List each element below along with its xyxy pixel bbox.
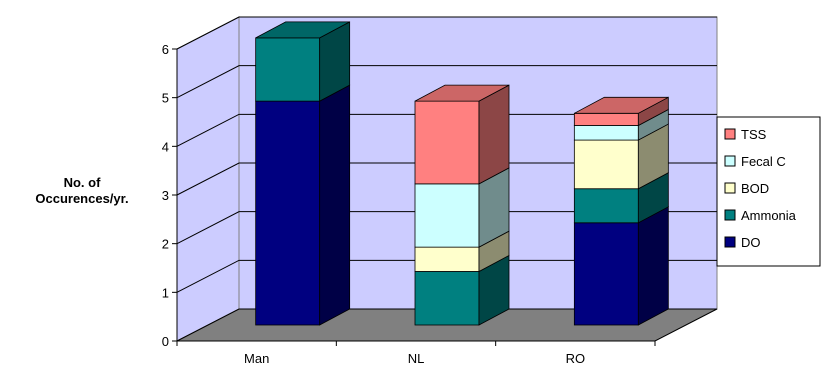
axes bbox=[172, 48, 656, 346]
bar-segment-side bbox=[478, 84, 510, 185]
legend-label: Fecal C bbox=[741, 154, 786, 169]
bar-segment-bod bbox=[573, 139, 639, 190]
x-tick-label: Man bbox=[244, 351, 269, 366]
y-tick-label: 3 bbox=[162, 188, 169, 203]
y-tick-label: 0 bbox=[162, 334, 169, 349]
legend-swatch bbox=[724, 182, 736, 194]
bar-top bbox=[255, 21, 350, 39]
y-tick-label: 5 bbox=[162, 91, 169, 106]
bar-segment-ammonia bbox=[255, 37, 321, 102]
legend-swatch bbox=[724, 128, 736, 140]
gridline bbox=[176, 259, 717, 293]
x-tick-label: RO bbox=[566, 351, 586, 366]
y-axis-label: No. of Occurences/yr. bbox=[35, 175, 128, 206]
bar-segment-ammonia bbox=[573, 188, 639, 224]
bar-segment-fecal-c bbox=[414, 183, 480, 248]
legend-label: TSS bbox=[741, 127, 767, 142]
y-tick-label: 1 bbox=[162, 285, 169, 300]
gridline bbox=[176, 211, 717, 245]
gridline bbox=[176, 113, 717, 147]
legend-label: Ammonia bbox=[741, 208, 797, 223]
y-tick-label: 2 bbox=[162, 237, 169, 252]
bar-segment-tss bbox=[573, 112, 639, 126]
bar-segment-fecal-c bbox=[573, 125, 639, 141]
legend-label: DO bbox=[741, 235, 761, 250]
bar-top bbox=[574, 96, 669, 114]
gridline bbox=[176, 162, 717, 196]
gridline bbox=[176, 16, 717, 50]
legend-label: BOD bbox=[741, 181, 769, 196]
legend-swatch bbox=[724, 209, 736, 221]
y-tick-label: 4 bbox=[162, 139, 169, 154]
legend-swatch bbox=[724, 155, 736, 167]
bars bbox=[255, 21, 669, 326]
bar-segment-bod bbox=[414, 246, 480, 272]
bar-segment-tss bbox=[414, 100, 480, 185]
bar-segment-ammonia bbox=[414, 271, 480, 326]
legend-swatch bbox=[724, 236, 736, 248]
gridline bbox=[176, 65, 717, 99]
bar-segment-do bbox=[573, 222, 639, 326]
y-axis-label-line: No. of bbox=[64, 175, 101, 190]
legend: TSS Fecal C BOD Ammonia DO bbox=[716, 116, 821, 267]
y-tick-label: 6 bbox=[162, 42, 169, 57]
y-axis-label-line: Occurences/yr. bbox=[35, 191, 128, 206]
gridlines bbox=[176, 16, 717, 293]
bar-segment-do bbox=[255, 100, 321, 326]
bar-segment-side bbox=[319, 84, 351, 326]
axis-labels: 0 1 2 3 4 5 6 Man NL RO No. of Occurences/yr. bbox=[35, 42, 585, 366]
bar-top bbox=[414, 84, 510, 102]
x-tick-label: NL bbox=[408, 351, 425, 366]
bar-segment-side bbox=[637, 206, 669, 326]
